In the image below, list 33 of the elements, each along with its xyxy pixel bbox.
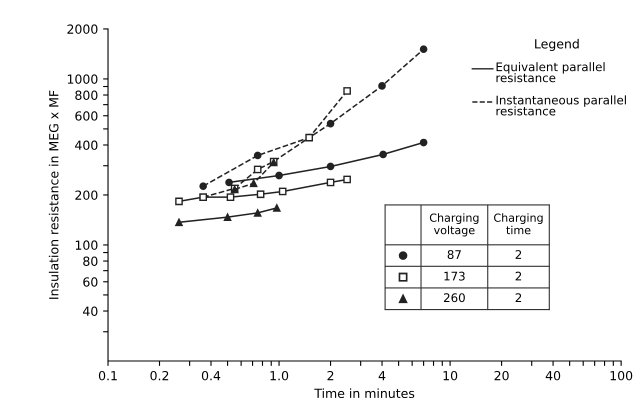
annotation: Charging time [494,213,543,234]
x-axis-title: Time in minutes [314,388,414,398]
annotation: Instantaneous parallel resistance [496,95,626,116]
annotation: 2 [516,272,522,280]
y-tick-label: 100 [76,240,98,250]
x-tick-label: 100 [610,370,632,380]
x-tick-label: 0.2 [150,370,168,380]
x-tick-label: 1.0 [270,370,288,380]
legend-title: Legend [535,38,579,52]
y-tick-label: 2000 [67,24,98,34]
y-tick-label: 40 [83,306,98,316]
x-tick-label: 10 [444,370,458,380]
x-tick-label: 0.1 [98,370,117,380]
y-tick-label: 400 [75,140,98,150]
text: 87 [448,250,461,259]
x-tick-label: 20 [494,370,509,380]
y-tick-label: 1000 [68,74,98,84]
y-tick-label: 600 [75,111,98,121]
y-tick-label: 200 [75,190,98,200]
annotation: Equivalent parallel resistance [496,62,605,82]
x-tick-label: 2 [327,370,334,380]
y-tick-label: 800 [75,90,98,100]
annotation: Charging voltage [430,213,478,236]
x-tick-label: 40 [546,370,560,380]
annotation: 2 [516,250,522,259]
y-tick-label: 60 [83,277,98,287]
annotation: 2 [516,293,522,302]
y-axis-title: Insulation resistance in MEG x MF [48,90,59,299]
x-tick-label: 4 [378,371,386,380]
text: 260 [444,293,465,302]
y-tick-label: 80 [83,256,98,266]
x-tick-label: 0.4 [202,370,220,380]
text: 173 [444,272,465,281]
